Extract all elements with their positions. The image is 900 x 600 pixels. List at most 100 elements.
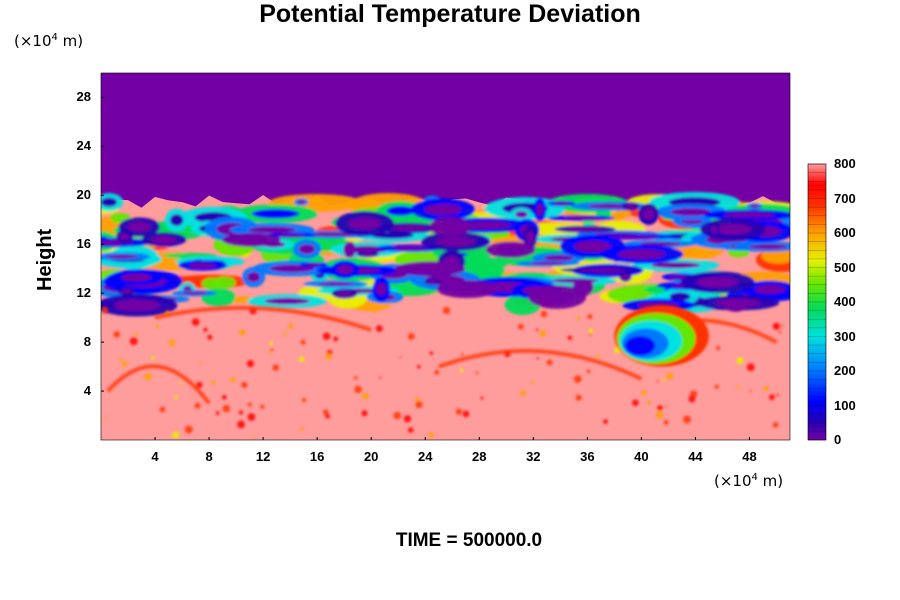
field-structure-core (390, 225, 428, 231)
field-structure (475, 371, 479, 375)
turbulent-structures (101, 191, 790, 317)
field-structure (302, 398, 307, 403)
field-structure (480, 396, 484, 400)
field-structure (656, 380, 659, 383)
field-structure (539, 329, 547, 337)
field-structure-core (246, 272, 261, 283)
field-structure-core (608, 235, 661, 239)
field-structure (322, 332, 331, 341)
field-structure (203, 327, 208, 332)
field-structure (768, 394, 775, 401)
field-structure-core (567, 227, 603, 231)
field-structure-core (577, 268, 626, 272)
field-structure (575, 394, 582, 401)
field-structure-core (729, 302, 742, 309)
field-structure-core (337, 291, 352, 297)
field-structure (241, 381, 248, 389)
field-structure (428, 432, 435, 438)
field-structure (772, 421, 779, 428)
field-structure (155, 324, 160, 329)
field-structure (199, 361, 203, 365)
field-structure (354, 376, 358, 380)
field-structure (270, 348, 274, 352)
field-structure-core (669, 292, 691, 301)
field-structure-core (536, 203, 544, 216)
y-tick-label: 4 (83, 383, 91, 399)
field-structure (272, 364, 279, 371)
field-structure (746, 363, 755, 372)
field-structure-core (543, 254, 574, 261)
field-structure-core (651, 262, 701, 269)
field-structure (361, 392, 369, 400)
field-structure-core (370, 232, 414, 239)
field-structure-core (625, 204, 636, 209)
field-structure (573, 375, 582, 383)
colorbar-tick-label: 700 (834, 190, 856, 206)
field-structure (325, 353, 332, 360)
field-structure (129, 337, 138, 346)
y-tick-label: 16 (76, 236, 91, 252)
colorbar-frame (807, 163, 827, 441)
field-structure (646, 400, 651, 405)
time-label: TIME = 500000.0 (395, 530, 543, 551)
field-structure (640, 389, 647, 396)
field-structure-core (427, 280, 437, 284)
field-structure (121, 361, 128, 367)
field-structure-core (361, 252, 374, 256)
field-structure (299, 427, 304, 432)
field-structure-core (409, 265, 451, 273)
field-structure (222, 404, 231, 413)
colorbar-tick-label: 0 (834, 432, 842, 447)
field-structure-core (438, 221, 463, 232)
field-structure (714, 384, 719, 389)
field-structure (325, 413, 330, 419)
field-structure-core (710, 225, 718, 234)
field-structure (763, 385, 769, 392)
field-structure-core (424, 204, 462, 216)
y-ticks (101, 96, 104, 392)
field-structure (379, 376, 382, 379)
x-tick-label: 44 (688, 449, 703, 464)
field-structure (403, 415, 412, 423)
x-tick-label: 4 (151, 449, 159, 464)
lower-structures (101, 305, 784, 440)
field-structure-core (496, 245, 525, 254)
field-structure-core (247, 226, 297, 234)
field-structure (298, 356, 305, 363)
field-arc (438, 348, 643, 381)
field-structure-core (639, 241, 682, 246)
field-structure (407, 427, 414, 433)
y-tick-label: 24 (76, 138, 91, 154)
field-structure (429, 351, 434, 355)
field-structure (239, 329, 246, 336)
x-tick-label: 48 (742, 449, 757, 464)
field-structure (283, 332, 287, 336)
field-structure-core (587, 203, 632, 209)
field-structure (736, 357, 744, 365)
field-structure-core (750, 204, 760, 208)
field-structure (414, 397, 420, 402)
field-structure (781, 324, 784, 327)
field-structure-core (562, 216, 601, 220)
field-structure (661, 378, 665, 382)
field-structure (196, 381, 203, 389)
field-structure-core (276, 233, 305, 237)
chart-title: Potential Temperature Deviation (259, 0, 641, 28)
field-structure (663, 419, 669, 425)
field-structure (246, 360, 255, 368)
field-structure (260, 404, 265, 409)
field-structure (683, 415, 692, 424)
field-structure-core (386, 205, 415, 216)
field-structure (462, 410, 470, 418)
field-structure (192, 395, 195, 398)
field-structure-core (723, 212, 776, 218)
field-structure (211, 380, 216, 385)
field-structure-core (553, 202, 570, 205)
field-structure (354, 385, 362, 394)
field-arc (106, 364, 211, 405)
field-structure (269, 341, 273, 346)
x-unit-label: (×104 m) (714, 472, 784, 490)
field-structure (459, 368, 464, 373)
field-arc (154, 305, 372, 332)
